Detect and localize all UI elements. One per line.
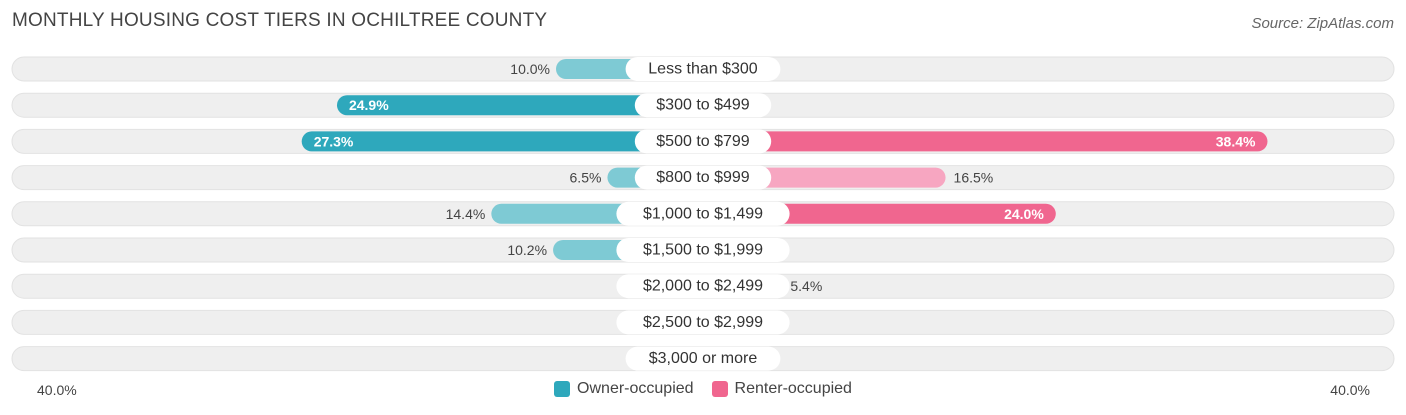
category-pill — [616, 310, 790, 335]
renter-value-label: 38.4% — [1216, 133, 1256, 149]
category-label: $1,500 to $1,999 — [643, 242, 763, 259]
category-label: $300 to $499 — [656, 97, 750, 114]
renter-bar — [703, 131, 1268, 152]
legend-item-owner[interactable]: Owner-occupied — [554, 380, 694, 398]
owner-value-label: 27.3% — [314, 133, 354, 149]
owner-value-label: 10.0% — [510, 61, 550, 77]
legend-swatch-owner — [554, 381, 571, 397]
legend: Owner-occupied Renter-occupied — [0, 380, 1406, 398]
legend-label-owner: Owner-occupied — [577, 380, 694, 397]
renter-value-label: 16.5% — [954, 170, 994, 186]
axis-right-label: 40.0% — [1330, 382, 1370, 398]
category-label: $3,000 or more — [649, 350, 758, 367]
category-pill — [634, 129, 772, 154]
category-pill — [616, 201, 790, 226]
legend-swatch-renter — [711, 381, 728, 397]
owner-value-label: 24.9% — [349, 97, 389, 113]
category-pill — [634, 165, 772, 190]
category-label: $500 to $799 — [656, 133, 750, 150]
owner-value-label: 14.4% — [446, 206, 486, 222]
axis-left-label: 40.0% — [37, 382, 77, 398]
category-label: $2,500 to $2,999 — [643, 314, 763, 331]
owner-bar — [336, 95, 703, 116]
category-pill — [625, 346, 781, 371]
category-pill — [625, 57, 781, 81]
renter-value-label: 24.0% — [1004, 206, 1044, 222]
category-pill — [634, 93, 772, 118]
source-label: Source: ZipAtlas.com — [1251, 15, 1394, 32]
chart-title: MONTHLY HOUSING COST TIERS IN OCHILTREE … — [12, 10, 548, 31]
owner-value-label: 6.5% — [570, 170, 602, 186]
category-pill — [616, 274, 790, 299]
category-label: $800 to $999 — [656, 169, 750, 186]
category-label: $1,000 to $1,499 — [643, 205, 763, 222]
category-pill — [616, 238, 790, 262]
renter-bar — [703, 203, 1056, 224]
legend-item-renter[interactable]: Renter-occupied — [711, 380, 852, 398]
renter-value-label: 5.4% — [790, 278, 822, 294]
legend-label-renter: Renter-occupied — [734, 380, 852, 397]
owner-bar — [301, 131, 703, 152]
owner-value-label: 10.2% — [507, 242, 547, 258]
category-label: Less than $300 — [648, 61, 758, 78]
category-label: $2,000 to $2,499 — [643, 278, 763, 295]
